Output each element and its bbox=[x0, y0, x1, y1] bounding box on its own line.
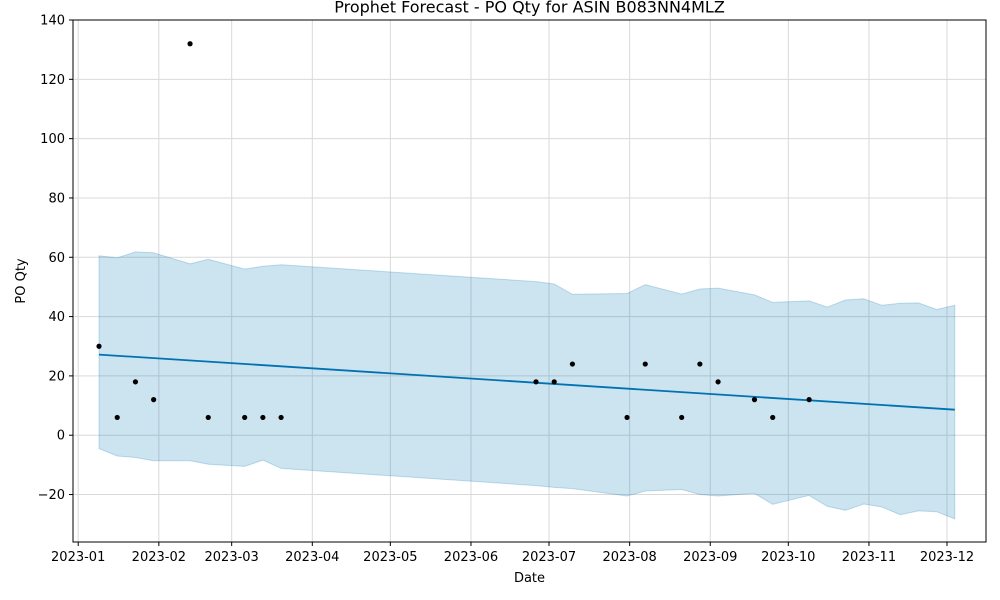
uncertainty-band bbox=[98, 251, 956, 520]
observed-point bbox=[96, 343, 102, 349]
y-axis-ticks: −20 0 20 40 60 80 100 120 140 bbox=[38, 14, 73, 503]
observed-point bbox=[278, 414, 284, 421]
observed-point bbox=[751, 397, 758, 403]
x-tick-label: 2023-09 bbox=[683, 550, 737, 565]
x-tick-label: 2023-06 bbox=[444, 550, 498, 565]
observed-point bbox=[697, 361, 703, 367]
x-tick-label: 2023-03 bbox=[205, 550, 259, 565]
observed-point bbox=[205, 414, 211, 421]
y-tick-label: 20 bbox=[48, 369, 65, 384]
x-tick-label: 2023-08 bbox=[602, 550, 656, 565]
x-tick-label: 2023-07 bbox=[522, 550, 576, 565]
y-tick-label: 80 bbox=[48, 191, 65, 206]
observed-point bbox=[569, 361, 576, 367]
forecast-trend-line bbox=[98, 353, 955, 411]
x-tick-label: 2023-10 bbox=[761, 550, 815, 565]
x-tick-label: 2023-04 bbox=[285, 550, 339, 565]
plot-frame bbox=[72, 19, 987, 543]
observed-point bbox=[642, 361, 648, 367]
chart-title: Prophet Forecast - PO Qty for ASIN B083N… bbox=[334, 0, 725, 17]
y-tick-label: 120 bbox=[40, 73, 65, 88]
observed-point bbox=[114, 414, 120, 421]
observed-point bbox=[715, 379, 721, 385]
x-tick-label: 2023-11 bbox=[842, 550, 896, 565]
observed-points bbox=[96, 41, 812, 421]
observed-point bbox=[533, 379, 539, 385]
uncertainty-band-area bbox=[98, 251, 956, 520]
grid-lines bbox=[73, 19, 986, 542]
y-tick-label: 0 bbox=[57, 429, 65, 444]
observed-point bbox=[806, 397, 812, 403]
observed-point bbox=[187, 41, 193, 47]
x-axis-title: Date bbox=[514, 571, 545, 586]
observed-point bbox=[551, 379, 557, 385]
x-tick-label: 2023-01 bbox=[51, 550, 105, 565]
observed-point bbox=[679, 414, 685, 421]
x-tick-label: 2023-12 bbox=[920, 550, 974, 565]
observed-point bbox=[624, 414, 630, 421]
observed-point bbox=[132, 379, 139, 385]
observed-point bbox=[770, 414, 776, 421]
y-tick-label: 40 bbox=[48, 310, 65, 325]
x-axis-ticks: 2023-01 2023-02 2023-03 2023-04 2023-05 2023-… bbox=[51, 542, 974, 565]
y-tick-label: −20 bbox=[38, 488, 65, 503]
y-axis-title: PO Qty bbox=[14, 258, 29, 304]
observed-point bbox=[242, 414, 248, 421]
y-tick-label: 60 bbox=[48, 251, 65, 266]
x-tick-label: 2023-05 bbox=[363, 550, 417, 565]
forecast-line bbox=[98, 353, 955, 411]
y-tick-label: 100 bbox=[40, 132, 65, 147]
x-tick-label: 2023-02 bbox=[132, 550, 186, 565]
observed-point bbox=[260, 414, 266, 421]
y-tick-label: 140 bbox=[40, 14, 65, 29]
observed-point bbox=[151, 397, 157, 403]
